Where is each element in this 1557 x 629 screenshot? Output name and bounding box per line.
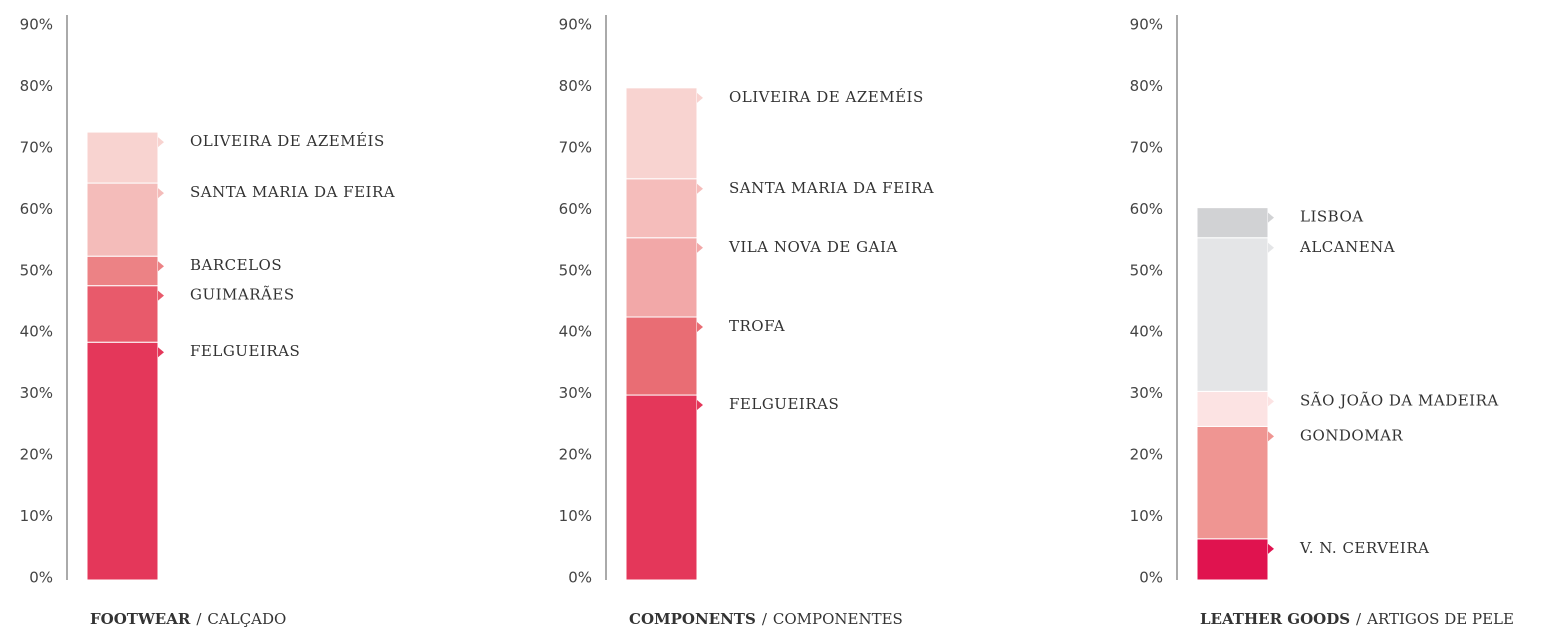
segment-marker: [158, 290, 164, 301]
y-tick-label: 90%: [1130, 16, 1163, 34]
bar-segment: [625, 87, 698, 180]
bar-segment: [625, 394, 698, 581]
segment-label: TROFA: [729, 317, 785, 335]
y-tick-label: 90%: [20, 16, 53, 34]
y-tick-label: 0%: [1139, 569, 1163, 587]
title-part: CALÇADO: [207, 610, 286, 628]
segment-label: GUIMARÃES: [190, 286, 295, 304]
chart-title: COMPONENTS / COMPONENTES: [629, 610, 903, 628]
y-tick-label: 80%: [20, 77, 53, 95]
segment-label: SANTA MARIA DA FEIRA: [729, 179, 934, 197]
segment-marker: [158, 261, 164, 272]
y-tick-label: 40%: [559, 323, 592, 341]
y-tick-label: 20%: [1130, 446, 1163, 464]
bar-segment: [86, 341, 159, 581]
bar-segment: [86, 182, 159, 257]
title-part: ARTIGOS DE PELE: [1366, 610, 1514, 628]
chart-panel: 0% 10% 20% 30% 40% 50% 60% 70% 80% 90% V. N. CERVE…: [1130, 15, 1514, 628]
y-tick-label: 80%: [559, 77, 592, 95]
bar-segment: [86, 285, 159, 343]
title-part: FOOTWEAR: [90, 610, 191, 628]
y-tick-label: 90%: [559, 16, 592, 34]
chart-panel: 0% 10% 20% 30% 40% 50% 60% 70% 80% 90% FELGUEIRAS G…: [20, 15, 395, 628]
title-part: COMPONENTES: [773, 610, 903, 628]
bar-segment: [625, 316, 698, 396]
bar-segment: [1196, 237, 1269, 392]
segment-label: BARCELOS: [190, 256, 282, 274]
y-tick-label: 30%: [20, 384, 53, 402]
segment-label: FELGUEIRAS: [190, 342, 300, 360]
segment-marker: [1268, 431, 1274, 442]
segment-marker: [697, 322, 703, 333]
bar-segment: [1196, 207, 1269, 239]
y-tick-label: 70%: [1130, 138, 1163, 156]
y-tick-label: 50%: [20, 261, 53, 279]
bar-segment: [625, 178, 698, 239]
y-tick-label: 30%: [559, 384, 592, 402]
title-part: /: [1356, 610, 1362, 628]
title-part: LEATHER GOODS: [1200, 610, 1350, 628]
y-tick-label: 50%: [1130, 261, 1163, 279]
segment-label: SANTA MARIA DA FEIRA: [190, 183, 395, 201]
y-tick-label: 20%: [20, 446, 53, 464]
bar-segment: [625, 237, 698, 318]
y-tick-label: 40%: [20, 323, 53, 341]
bar-segment: [1196, 390, 1269, 427]
segment-label: OLIVEIRA DE AZEMÉIS: [190, 132, 385, 150]
segment-label: OLIVEIRA DE AZEMÉIS: [729, 88, 924, 106]
segment-label: VILA NOVA DE GAIA: [728, 238, 898, 256]
segment-marker: [158, 137, 164, 148]
title-part: COMPONENTS: [629, 610, 756, 628]
bar-segment: [86, 255, 159, 287]
segment-marker: [158, 347, 164, 358]
segment-label: LISBOA: [1300, 208, 1364, 226]
y-tick-label: 60%: [1130, 200, 1163, 218]
y-tick-label: 70%: [20, 138, 53, 156]
y-tick-label: 0%: [29, 569, 53, 587]
y-tick-label: 70%: [559, 138, 592, 156]
segment-marker: [158, 188, 164, 199]
chart-title: FOOTWEAR / CALÇADO: [90, 610, 286, 628]
segment-label: GONDOMAR: [1300, 426, 1403, 444]
segment-marker: [1268, 242, 1274, 253]
y-tick-label: 10%: [20, 507, 53, 525]
bar-segment: [86, 131, 159, 184]
segment-marker: [697, 92, 703, 103]
y-tick-label: 0%: [568, 569, 592, 587]
chart-panel: 0% 10% 20% 30% 40% 50% 60% 70% 80% 90% FELGUEIRAS T…: [559, 15, 934, 628]
segment-marker: [697, 242, 703, 253]
bar-segment: [1196, 538, 1269, 581]
title-part: /: [196, 610, 202, 628]
segment-marker: [697, 400, 703, 411]
segment-label: FELGUEIRAS: [729, 395, 839, 413]
title-part: /: [762, 610, 768, 628]
segment-label: ALCANENA: [1299, 238, 1395, 256]
y-tick-label: 40%: [1130, 323, 1163, 341]
y-tick-label: 10%: [559, 507, 592, 525]
bar-segment: [1196, 425, 1269, 540]
chart-title: LEATHER GOODS / ARTIGOS DE PELE: [1200, 610, 1514, 628]
y-tick-label: 30%: [1130, 384, 1163, 402]
segment-label: SÃO JOÃO DA MADEIRA: [1300, 391, 1499, 409]
segment-label: V. N. CERVEIRA: [1299, 539, 1429, 557]
y-tick-label: 80%: [1130, 77, 1163, 95]
y-tick-label: 10%: [1130, 507, 1163, 525]
y-tick-label: 20%: [559, 446, 592, 464]
y-tick-label: 60%: [559, 200, 592, 218]
y-tick-label: 50%: [559, 261, 592, 279]
segment-marker: [697, 183, 703, 194]
segment-marker: [1268, 396, 1274, 407]
segment-marker: [1268, 212, 1274, 223]
y-tick-label: 60%: [20, 200, 53, 218]
segment-marker: [1268, 543, 1274, 554]
